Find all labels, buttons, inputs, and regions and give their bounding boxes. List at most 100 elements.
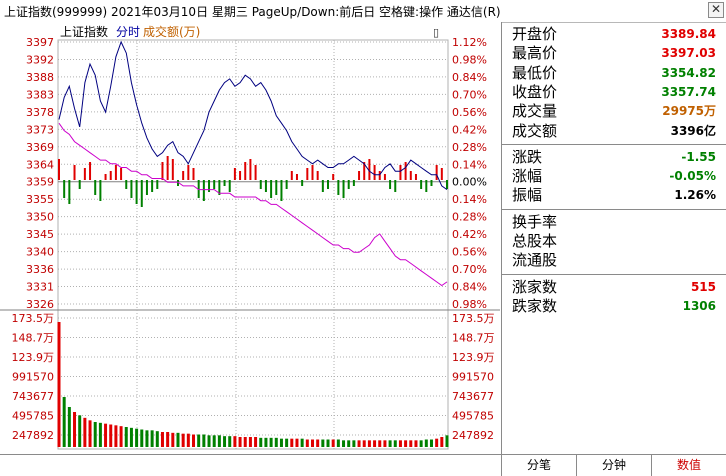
volume-bar	[217, 435, 221, 447]
percent-tick-label: 0.28%	[452, 141, 487, 154]
volume-bar	[192, 434, 196, 447]
volume-bar	[295, 438, 299, 447]
window-titlebar: 上证指数(999999) 2021年03月10日 星期三 PageUp/Down…	[0, 0, 726, 23]
volume-bar	[342, 440, 346, 447]
volume-bar	[429, 439, 433, 447]
percent-tick-label: 0.98%	[452, 298, 487, 311]
quote-row: 总股本	[502, 232, 726, 250]
percent-tick-label: 0.84%	[452, 71, 487, 84]
volume-bar	[383, 440, 387, 447]
window-title: 上证指数(999999) 2021年03月10日 星期三 PageUp/Down…	[4, 5, 501, 19]
volume-bar	[109, 424, 113, 447]
volume-bar	[98, 422, 102, 447]
mode-label[interactable]: 分时	[116, 25, 140, 39]
volume-bar	[238, 437, 242, 447]
price-line	[58, 40, 448, 191]
volume-bar	[197, 434, 201, 447]
price-tick-label: 3326	[26, 298, 54, 311]
volume-tick-label-right: 148.7万	[452, 332, 495, 345]
quote-value: 3357.74	[661, 84, 716, 99]
quote-value: 3396亿	[670, 123, 716, 138]
volume-bar	[367, 440, 371, 447]
percent-tick-label: 0.84%	[452, 281, 487, 294]
quote-row: 涨家数 515	[502, 278, 726, 296]
tab-minute[interactable]: 分钟	[576, 455, 651, 476]
volume-bar	[73, 412, 77, 447]
volume-bar	[135, 428, 139, 447]
layout-toggle-icon[interactable]: ▯	[433, 26, 439, 39]
volume-bar	[160, 432, 164, 447]
price-tick-label: 3373	[26, 123, 54, 136]
quote-label: 开盘价	[512, 25, 558, 43]
volume-bar	[440, 437, 444, 447]
volume-tick-label-right: 123.9万	[452, 351, 495, 364]
price-tick-label: 3369	[26, 141, 54, 154]
volume-bar	[388, 440, 392, 447]
percent-tick-label: 0.42%	[452, 123, 487, 136]
percent-tick-label: 0.14%	[452, 158, 487, 171]
volume-tick-label: 247892	[12, 429, 54, 442]
quote-value: 515	[690, 279, 716, 294]
volume-bar	[171, 432, 175, 447]
volume-bar	[78, 415, 82, 447]
momentum-bars	[58, 156, 448, 207]
volume-bar	[274, 437, 278, 447]
quote-row: 最低价 3354.82	[502, 64, 726, 82]
bottom-tabbar: 分笔 分钟 数值	[0, 454, 726, 476]
quote-value: 29975万	[662, 104, 716, 119]
percent-axis: 1.12% 0.98% 0.84% 0.70% 0.56% 0.42% 0.28% 0.14%…	[452, 36, 487, 311]
quote-row: 成交量 29975万	[502, 102, 726, 120]
volume-bar	[145, 430, 149, 447]
volume-bar	[114, 425, 118, 447]
plot-frame	[57, 39, 449, 450]
volume-bar	[202, 434, 206, 447]
close-icon[interactable]: ✕	[708, 2, 724, 18]
quote-row: 开盘价 3389.84	[502, 25, 726, 43]
volume-bar	[62, 397, 66, 447]
volume-bar	[404, 440, 408, 447]
volume-bar	[331, 439, 335, 447]
quote-row: 涨幅 -0.05%	[502, 167, 726, 185]
volume-tick-label-right: 173.5万	[452, 312, 495, 325]
volume-tick-label: 148.7万	[12, 332, 55, 345]
volume-bar	[336, 439, 340, 447]
volume-bar	[155, 431, 159, 447]
price-tick-label: 3355	[26, 193, 54, 206]
volume-bar	[279, 438, 283, 447]
quote-row: 收盘价 3357.74	[502, 83, 726, 101]
volume-tick-label-right: 991570	[452, 371, 494, 384]
price-tick-label: 3383	[26, 88, 54, 101]
percent-tick-label: 0.98%	[452, 53, 487, 66]
chart-grid	[0, 39, 500, 450]
panel-separator	[502, 273, 726, 275]
volume-bar	[305, 439, 309, 447]
panel-separator	[502, 143, 726, 145]
volume-bar	[362, 440, 366, 447]
quote-value: 3397.03	[661, 46, 716, 61]
volume-tick-label: 743677	[12, 390, 54, 403]
quote-label: 跌家数	[512, 296, 558, 315]
quote-row: 最高价 3397.03	[502, 44, 726, 62]
volume-bar	[140, 429, 144, 447]
price-tick-label: 3331	[26, 281, 54, 294]
quote-label: 流通股	[512, 251, 558, 270]
intraday-chart[interactable]: 3397 3392 3388 3383 3378 3373 3369 3364 3359 3355…	[0, 22, 501, 454]
price-tick-label: 3340	[26, 246, 54, 259]
tab-values[interactable]: 数值	[651, 455, 726, 476]
tab-tick-trades[interactable]: 分笔	[501, 455, 576, 476]
volume-bar	[104, 423, 108, 447]
volume-tick-label-right: 247892	[452, 429, 494, 442]
price-axis: 3397 3392 3388 3383 3378 3373 3369 3364 3359 3355…	[26, 36, 54, 311]
volume-bar	[88, 420, 92, 447]
price-tick-label: 3397	[26, 36, 54, 49]
volume-bar	[83, 417, 87, 447]
percent-tick-label: 0.00%	[452, 176, 487, 189]
volume-bar	[419, 440, 423, 447]
volume-bar	[243, 437, 247, 447]
quote-value: 3354.82	[661, 65, 716, 80]
volume-bar	[347, 440, 351, 447]
volume-bar	[166, 432, 170, 447]
index-name-label: 上证指数	[60, 24, 108, 39]
price-tick-label: 3364	[26, 158, 54, 171]
volume-bar	[310, 439, 314, 447]
